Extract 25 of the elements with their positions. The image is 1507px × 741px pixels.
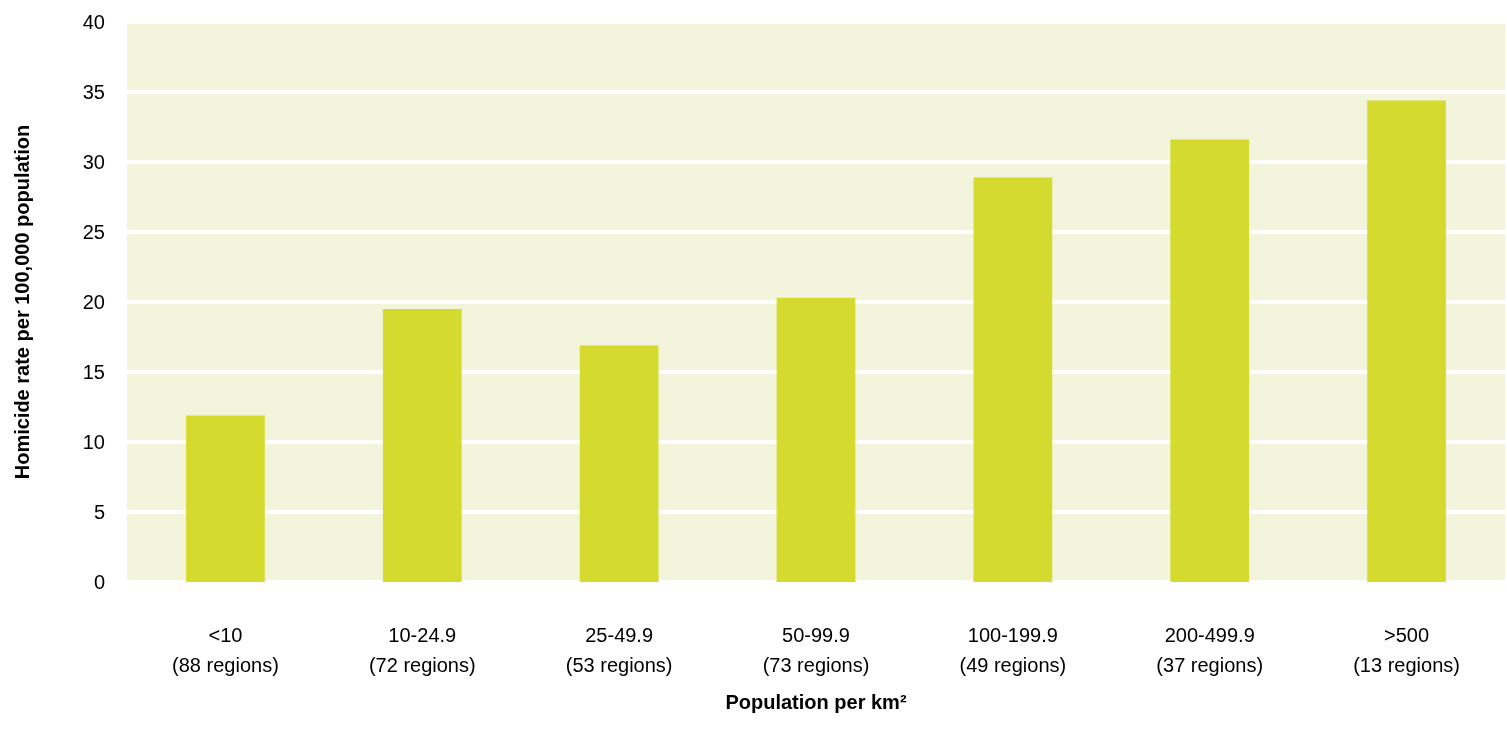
- bar: [382, 309, 462, 582]
- x-axis-title: Population per km²: [725, 691, 907, 713]
- bar: [579, 345, 659, 582]
- y-tick-label: 35: [82, 81, 105, 103]
- x-tick-label: 100-199.9 (49 regions): [959, 624, 1067, 676]
- bar: [1170, 139, 1250, 582]
- x-tick-label: <10 (88 regions): [172, 624, 279, 676]
- x-tick-label: 200-499.9 (37 regions): [1156, 624, 1264, 676]
- y-tick-label: 15: [82, 361, 105, 383]
- x-tick-label: 10-24.9 (72 regions): [368, 624, 476, 676]
- y-tick-label: 30: [82, 151, 105, 173]
- y-tick-label: 40: [82, 11, 105, 33]
- y-tick-label: 20: [82, 291, 105, 313]
- y-tick-label: 0: [93, 571, 105, 593]
- bar: [186, 415, 265, 582]
- x-tick-label: 50-99.9 (73 regions): [762, 624, 870, 676]
- bar: [973, 177, 1053, 582]
- x-tick-label: 25-49.9 (53 regions): [565, 624, 673, 676]
- y-tick-label: 10: [82, 431, 105, 453]
- y-axis-title: Homicide rate per 100,000 population: [11, 124, 33, 480]
- bar: [1367, 100, 1446, 582]
- x-tick-label: >500 (13 regions): [1353, 624, 1460, 676]
- y-tick-label: 25: [82, 221, 105, 243]
- y-tick-label: 5: [93, 501, 105, 523]
- bar: [776, 297, 856, 582]
